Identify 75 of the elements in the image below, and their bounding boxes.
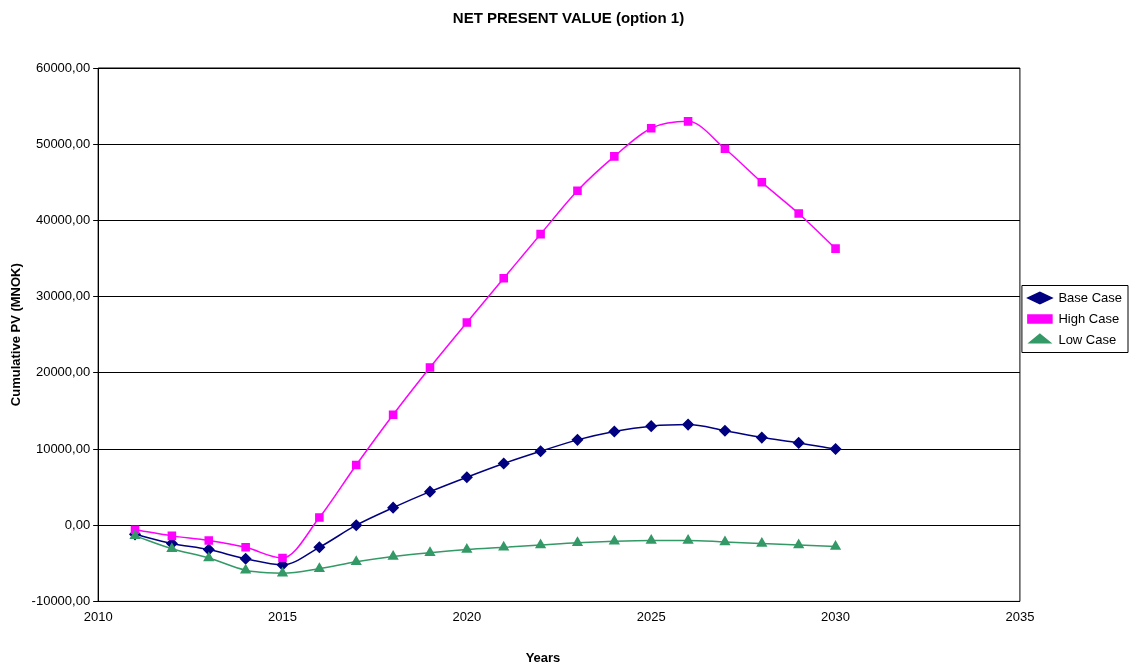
y-tick-label: 0,00 [64, 516, 91, 532]
point [313, 541, 326, 554]
point [203, 543, 215, 556]
point [534, 445, 547, 458]
point [756, 537, 767, 547]
point [646, 534, 657, 544]
point [314, 562, 325, 572]
point [461, 543, 472, 553]
point [831, 244, 840, 253]
point [203, 552, 214, 562]
y-tick-label: 20000,00 [35, 364, 91, 380]
y-tick-label: 40000,00 [35, 211, 91, 227]
point [315, 513, 324, 522]
point [646, 123, 656, 133]
point [756, 431, 768, 444]
point [239, 552, 252, 565]
point [425, 363, 435, 372]
point [608, 425, 621, 438]
point [573, 186, 582, 195]
point [683, 117, 693, 126]
point [497, 457, 510, 470]
point [424, 546, 436, 556]
x-tick-label: 2015 [268, 608, 297, 624]
point [277, 567, 288, 577]
x-tick-label: 2025 [636, 608, 666, 624]
point [645, 420, 657, 432]
x-tick-label: 2010 [83, 608, 113, 624]
point [388, 410, 398, 419]
point [351, 556, 362, 566]
x-tick-label: 2035 [1005, 608, 1035, 624]
point [351, 460, 361, 470]
point [829, 443, 842, 455]
point [462, 318, 472, 327]
point [793, 539, 804, 549]
point [830, 540, 841, 550]
legend-label: High Case [1058, 310, 1120, 326]
point [166, 543, 177, 553]
point [167, 531, 177, 541]
point [350, 519, 362, 531]
y-tick-label: 60000,00 [35, 59, 91, 75]
y-tick-label: 50000,00 [35, 135, 91, 151]
y-tick-label: 10000,00 [35, 440, 91, 456]
x-tick-label: 2020 [452, 608, 482, 624]
point [683, 534, 694, 544]
point [461, 471, 473, 483]
point [794, 209, 803, 218]
point [610, 152, 619, 161]
point [499, 274, 509, 283]
point [720, 144, 730, 154]
y-axis-title: Cumulative PV (MNOK) [8, 263, 24, 407]
point [424, 485, 436, 498]
point [757, 178, 767, 187]
y-tick-label: -10000,00 [31, 592, 91, 608]
point [387, 501, 399, 514]
point [204, 536, 214, 545]
point [682, 418, 694, 431]
x-tick-label: 2030 [821, 608, 851, 624]
point [240, 564, 251, 574]
point [571, 434, 584, 446]
point [278, 553, 287, 563]
point [719, 424, 731, 437]
chart-title: NET PRESENT VALUE (option 1) [452, 9, 685, 27]
y-tick-label: 30000,00 [35, 288, 91, 304]
point [792, 437, 805, 449]
point [498, 541, 509, 551]
point [572, 536, 583, 546]
point [388, 550, 399, 560]
point [535, 539, 546, 549]
point [241, 543, 250, 552]
point [536, 229, 545, 239]
legend-label: Low Case [1058, 331, 1117, 347]
legend-label: Base Case [1058, 289, 1122, 305]
x-axis-title: Years [524, 650, 562, 665]
point [719, 536, 731, 546]
point [609, 535, 620, 545]
